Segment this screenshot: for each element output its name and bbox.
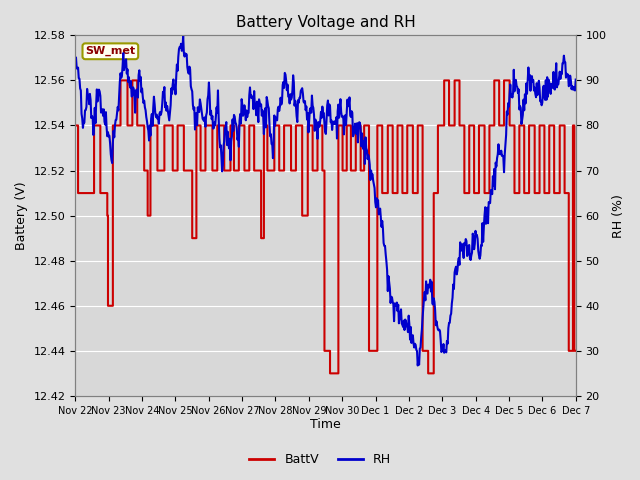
Y-axis label: Battery (V): Battery (V): [15, 181, 28, 250]
Text: SW_met: SW_met: [85, 46, 136, 57]
Y-axis label: RH (%): RH (%): [612, 193, 625, 238]
Legend: BattV, RH: BattV, RH: [244, 448, 396, 471]
Title: Battery Voltage and RH: Battery Voltage and RH: [236, 15, 415, 30]
X-axis label: Time: Time: [310, 419, 341, 432]
